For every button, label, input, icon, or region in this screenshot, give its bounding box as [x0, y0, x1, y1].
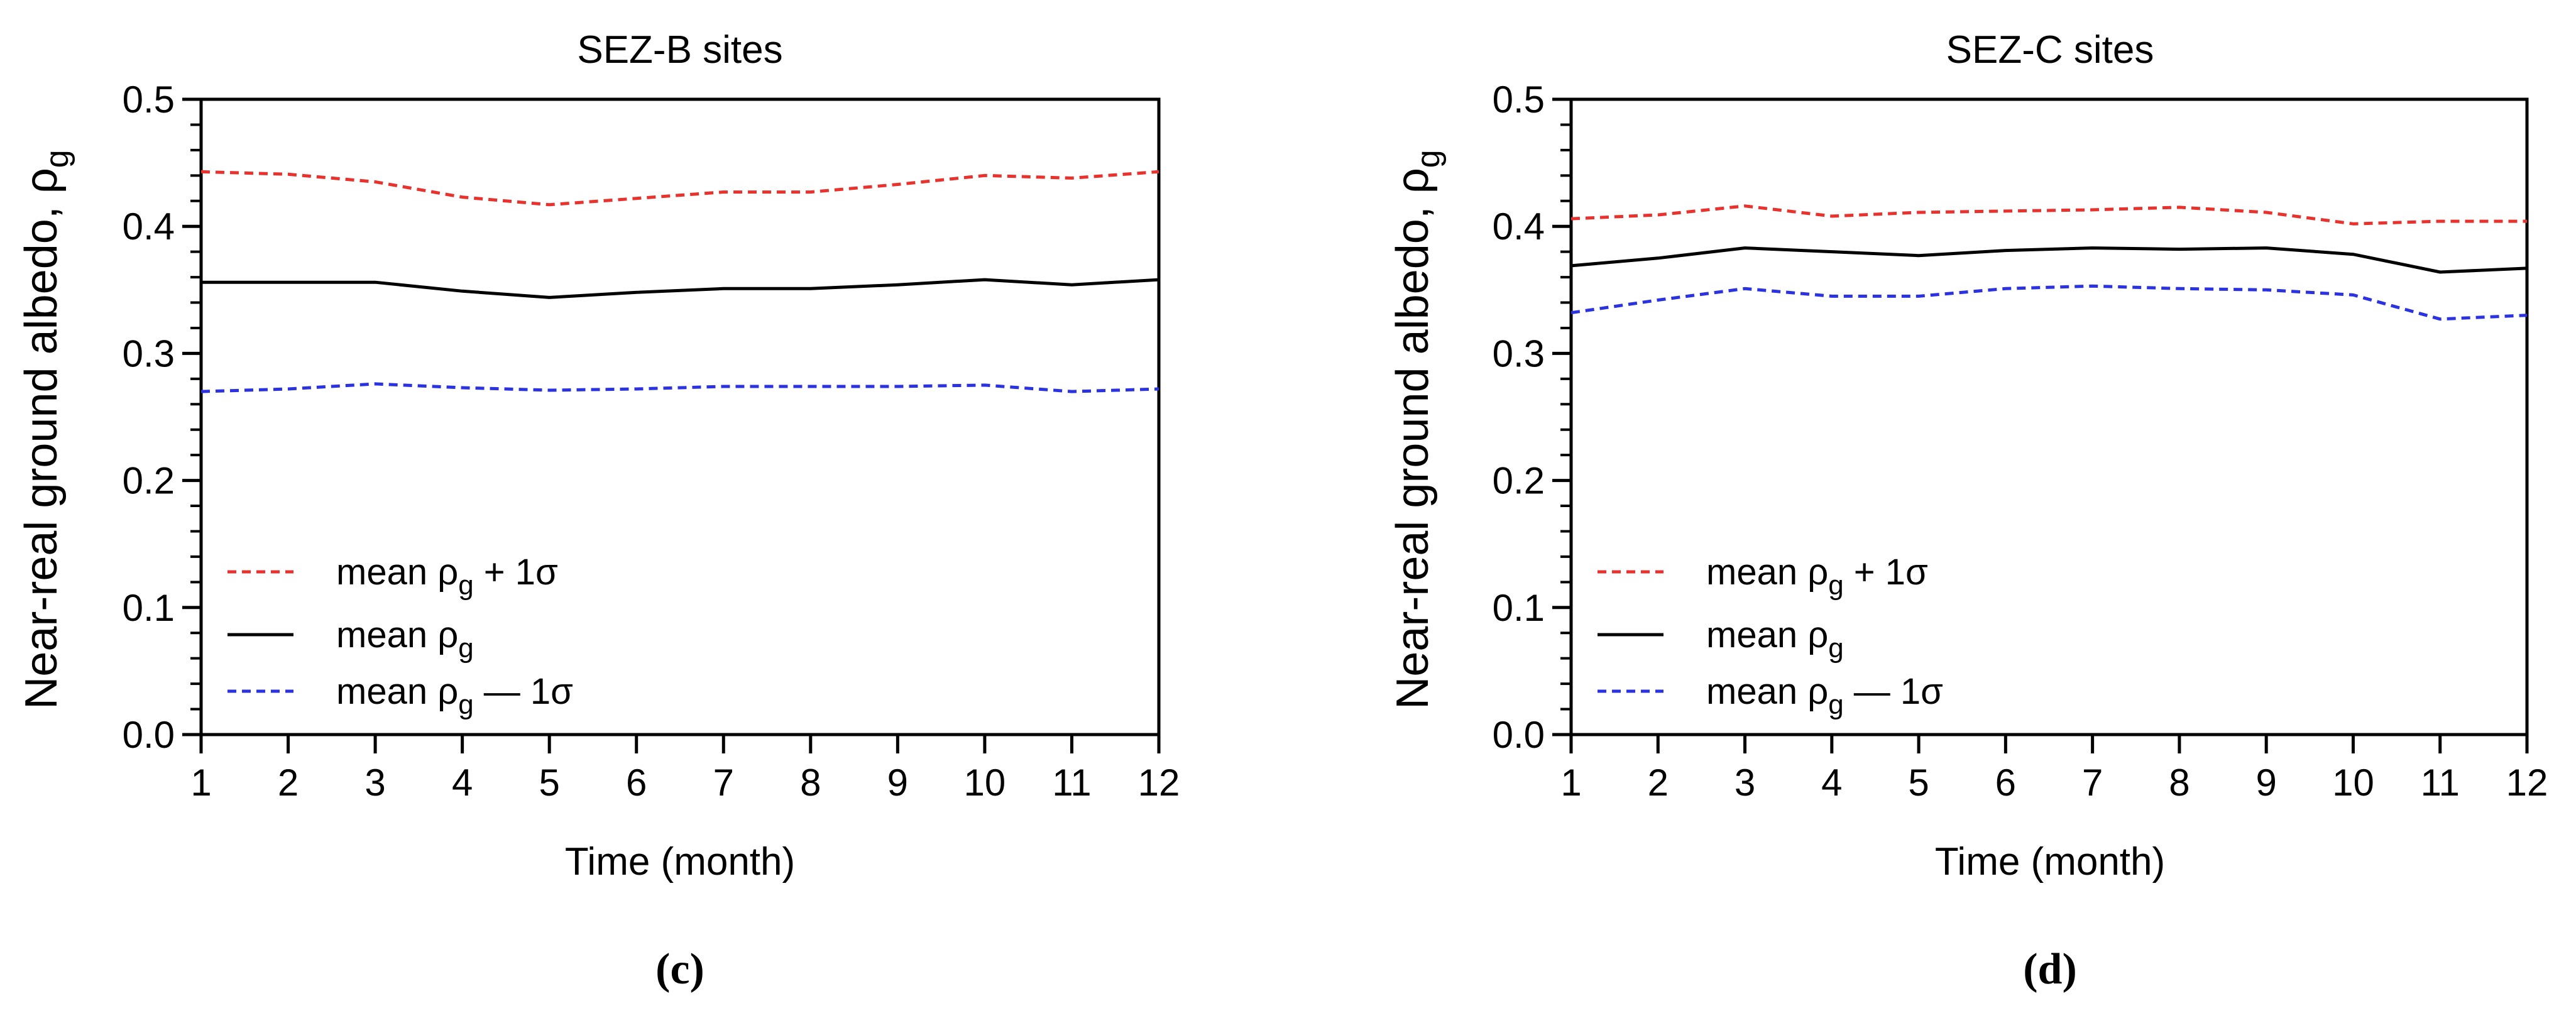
- y-tick-label: 0.0: [123, 714, 175, 756]
- panel-label: (c): [655, 945, 704, 993]
- panel-label: (d): [2023, 945, 2077, 993]
- legend-label-subscript: g: [458, 689, 473, 720]
- x-tick-label: 8: [800, 762, 821, 804]
- legend-label-subscript: g: [1828, 633, 1843, 664]
- x-tick-label: 12: [2506, 762, 2548, 804]
- y-axis-label: Near-real ground albedo, ρg: [1388, 150, 1447, 709]
- x-tick-label: 1: [1560, 762, 1581, 804]
- chart-title: SEZ-C sites: [1946, 28, 2154, 72]
- series-line-mean: [1570, 246, 2528, 274]
- x-tick-label: 8: [2169, 762, 2190, 804]
- x-axis-label: Time (month): [1935, 840, 2165, 884]
- legend-label-mean: mean ρg: [1706, 615, 1844, 664]
- series-line-minus: [1570, 284, 2528, 321]
- legend-label-minus: mean ρg — 1σ: [336, 671, 573, 720]
- plot-frame: [199, 97, 1161, 736]
- x-tick-label: 6: [1995, 762, 2016, 804]
- series-line-plus: [200, 170, 1159, 207]
- y-tick-label: 0.1: [1493, 587, 1545, 629]
- legend-label-text: mean ρ: [336, 552, 458, 593]
- y-tick-label: 0.5: [1493, 79, 1545, 121]
- legend-label-minus: mean ρg — 1σ: [1706, 671, 1943, 720]
- y-tick-label: 0.4: [123, 205, 175, 248]
- y-tick-label: 0.3: [1493, 332, 1545, 375]
- x-tick-label: 10: [2332, 762, 2374, 804]
- legend-label-subscript: g: [1828, 570, 1843, 601]
- legend-label-text: mean ρ: [1706, 552, 1828, 593]
- x-tick-label: 4: [1821, 762, 1842, 804]
- legend-label-suffix: + 1σ: [1844, 552, 1928, 593]
- y-axis-label: Near-real ground albedo, ρg: [16, 150, 75, 709]
- y-axis-label-main: Near-real ground albedo, ρ: [1388, 168, 1438, 709]
- series-line-minus: [200, 382, 1159, 393]
- x-tick-label: 12: [1138, 762, 1180, 804]
- x-tick-label: 6: [626, 762, 647, 804]
- series-line-mean: [201, 278, 1159, 299]
- y-axis-label-subscript: g: [1410, 150, 1447, 168]
- legend-label-suffix: — 1σ: [1844, 671, 1943, 712]
- legend-label-subscript: g: [458, 633, 473, 664]
- y-tick-label: 0.2: [123, 460, 175, 502]
- y-tick-label: 0.3: [123, 332, 175, 375]
- x-tick-label: 3: [364, 762, 385, 804]
- legend-label-suffix: + 1σ: [474, 552, 558, 593]
- y-tick-label: 0.2: [1493, 460, 1545, 502]
- legend-label-text: mean ρ: [1706, 671, 1828, 712]
- x-tick-label: 5: [539, 762, 559, 804]
- legend-label-plus: mean ρg + 1σ: [336, 552, 558, 601]
- series-line-plus: [1570, 204, 2527, 226]
- legend-label-plus: mean ρg + 1σ: [1706, 552, 1928, 601]
- x-tick-label: 7: [2082, 762, 2103, 804]
- chart-title: SEZ-B sites: [577, 28, 782, 72]
- x-tick-label: 11: [2421, 762, 2460, 804]
- legend-label-suffix: — 1σ: [474, 671, 573, 712]
- x-tick-label: 10: [964, 762, 1006, 804]
- legend-label-text: mean ρ: [336, 615, 458, 655]
- legend-label-text: mean ρ: [336, 671, 458, 712]
- y-tick-label: 0.0: [1493, 714, 1545, 756]
- x-tick-label: 9: [2255, 762, 2276, 804]
- x-tick-label: 5: [1908, 762, 1929, 804]
- y-axis-label-subscript: g: [39, 150, 75, 168]
- y-axis-label-main: Near-real ground albedo, ρ: [16, 168, 67, 709]
- plot-frame: [1569, 97, 2529, 736]
- y-tick-label: 0.4: [1493, 205, 1545, 248]
- x-tick-label: 9: [887, 762, 908, 804]
- x-tick-label: 4: [452, 762, 473, 804]
- legend-label-text: mean ρ: [1706, 615, 1828, 655]
- x-tick-label: 7: [713, 762, 734, 804]
- legend-label-mean: mean ρg: [336, 615, 474, 664]
- x-tick-label: 11: [1052, 762, 1091, 804]
- x-tick-label: 2: [278, 762, 299, 804]
- legend-label-subscript: g: [1828, 689, 1843, 720]
- y-tick-label: 0.1: [123, 587, 175, 629]
- legend-label-subscript: g: [458, 570, 473, 601]
- x-tick-label: 1: [190, 762, 211, 804]
- x-tick-label: 2: [1648, 762, 1669, 804]
- x-axis-label: Time (month): [565, 840, 795, 884]
- y-tick-label: 0.5: [123, 79, 175, 121]
- x-tick-label: 3: [1735, 762, 1755, 804]
